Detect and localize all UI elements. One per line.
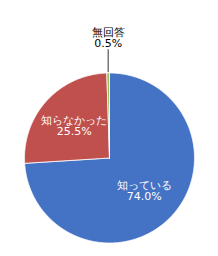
svg-text:知っている74.0%: 知っている74.0%	[117, 179, 172, 203]
svg-text:無回答0.5%: 無回答0.5%	[92, 26, 125, 50]
svg-text:知らなかった25.5%: 知らなかった25.5%	[41, 114, 107, 138]
